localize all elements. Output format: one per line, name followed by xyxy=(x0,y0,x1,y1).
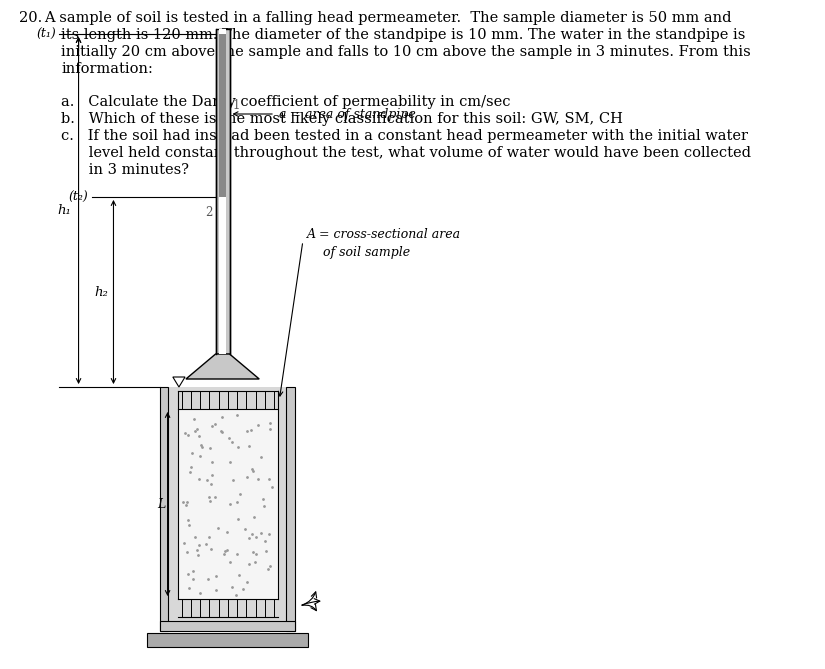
Text: Soil: Soil xyxy=(215,488,241,500)
Bar xyxy=(147,633,308,647)
Text: of soil sample: of soil sample xyxy=(323,246,410,258)
Text: a.   Calculate the Darcy coefficient of permeability in cm/sec: a. Calculate the Darcy coefficient of pe… xyxy=(61,95,511,109)
Text: h₂: h₂ xyxy=(94,286,108,298)
Text: in 3 minutes?: in 3 minutes? xyxy=(61,163,189,177)
Bar xyxy=(286,387,295,631)
Bar xyxy=(219,34,226,197)
Text: 2: 2 xyxy=(205,205,213,219)
Text: c.   If the soil had instead been tested in a constant head permeameter with the: c. If the soil had instead been tested i… xyxy=(61,129,748,143)
Bar xyxy=(168,387,286,621)
Bar xyxy=(160,621,295,631)
Text: b.   Which of these is the most likely classification for this soil: GW, SM, CH: b. Which of these is the most likely cla… xyxy=(61,112,623,126)
Text: A = cross-sectional area: A = cross-sectional area xyxy=(307,227,461,240)
Text: A sample of soil is tested in a falling head permeameter.  The sample diameter i: A sample of soil is tested in a falling … xyxy=(44,11,731,25)
Text: initially 20 cm above the sample and falls to 10 cm above the sample in 3 minute: initially 20 cm above the sample and fal… xyxy=(61,45,751,59)
Bar xyxy=(160,387,168,631)
Text: its length is 120 mm. The diameter of the standpipe is 10 mm. The water in the s: its length is 120 mm. The diameter of th… xyxy=(61,28,746,42)
Bar xyxy=(219,29,226,34)
Bar xyxy=(219,197,226,354)
Polygon shape xyxy=(186,354,259,379)
Bar xyxy=(178,409,277,599)
Text: h₁: h₁ xyxy=(58,204,72,217)
Text: (t₂): (t₂) xyxy=(68,191,88,203)
Text: a = area of standpipe: a = area of standpipe xyxy=(280,108,416,120)
Text: level held constant throughout the test, what volume of water would have been co: level held constant throughout the test,… xyxy=(61,146,751,160)
Bar xyxy=(215,29,229,354)
Text: (t₁): (t₁) xyxy=(36,27,56,41)
Text: information:: information: xyxy=(61,62,153,76)
Bar xyxy=(178,409,277,599)
Text: 20.: 20. xyxy=(19,11,42,25)
Text: sample: sample xyxy=(204,508,252,520)
Text: L: L xyxy=(158,498,166,510)
Text: 1: 1 xyxy=(232,99,239,112)
